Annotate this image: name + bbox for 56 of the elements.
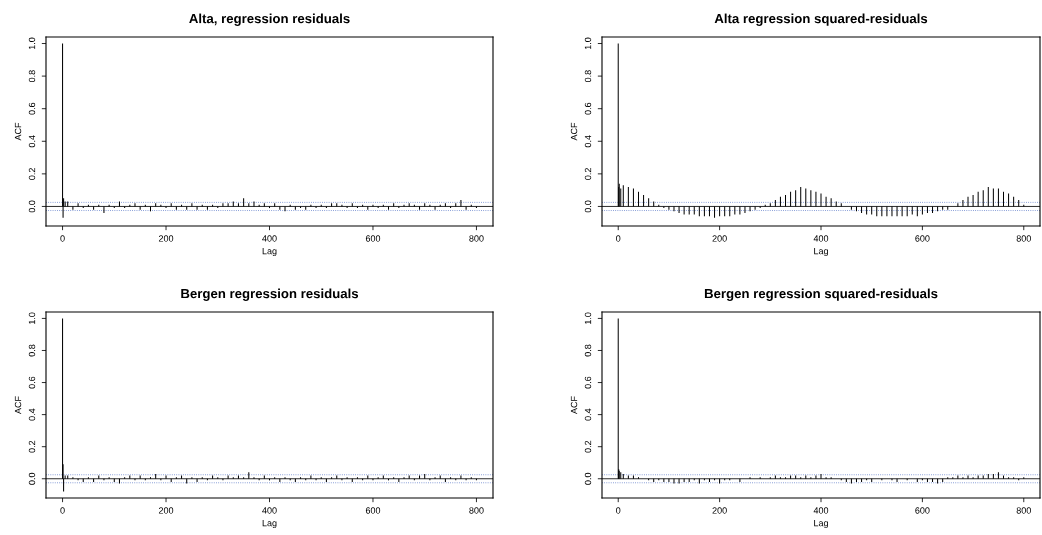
x-tick-label: 200 [712, 507, 727, 514]
y-tick-label: 0.0 [28, 472, 36, 485]
y-tick-label: 0.6 [584, 376, 592, 389]
x-axis-title: Lag [262, 519, 277, 529]
y-tick-label: 1.0 [584, 312, 592, 324]
x-tick-label: 200 [712, 235, 727, 242]
y-tick-label: 0.4 [584, 135, 592, 148]
y-tick-label: 0.2 [28, 168, 36, 180]
y-axis-title: ACF [570, 122, 578, 141]
y-tick-label: 0.6 [28, 376, 36, 389]
x-tick-label: 400 [262, 507, 277, 514]
x-tick-label: 600 [365, 507, 381, 514]
x-tick-label: 800 [1016, 235, 1031, 242]
y-tick-label: 1.0 [584, 37, 592, 50]
x-axis-title: Lag [814, 247, 828, 257]
y-tick-label: 0.4 [28, 408, 36, 421]
x-tick-label: 600 [915, 507, 930, 514]
y-tick-label: 0.6 [28, 102, 36, 115]
y-tick-label: 0.8 [28, 70, 36, 83]
chart-title: Bergen regression residuals [181, 288, 359, 301]
x-axis-title: Lag [262, 247, 277, 257]
y-tick-label: 0.0 [584, 472, 592, 485]
y-tick-label: 0.2 [584, 168, 592, 180]
y-tick-label: 0.0 [28, 200, 36, 213]
y-tick-label: 1.0 [28, 37, 36, 50]
y-axis-title: ACF [570, 396, 578, 415]
chart-title: Bergen regression squared-residuals [704, 288, 938, 301]
x-tick-label: 400 [262, 235, 277, 242]
x-tick-label: 400 [813, 235, 829, 242]
x-tick-label: 600 [915, 235, 930, 242]
x-axis-title: Lag [814, 519, 828, 529]
x-tick-label: 800 [469, 235, 484, 242]
y-tick-label: 0.4 [28, 135, 36, 148]
y-axis-title: ACF [14, 396, 22, 415]
y-tick-label: 0.8 [584, 70, 592, 83]
x-tick-label: 0 [60, 507, 65, 514]
chart-title: Alta regression squared-residuals [714, 13, 928, 26]
y-tick-label: 0.0 [584, 200, 592, 213]
y-tick-label: 0.8 [584, 344, 592, 357]
y-tick-label: 0.6 [584, 102, 592, 115]
y-tick-label: 0.4 [584, 408, 592, 421]
x-tick-label: 0 [616, 507, 621, 514]
x-tick-label: 200 [158, 235, 174, 242]
x-tick-label: 0 [60, 235, 65, 242]
y-tick-label: 1.0 [28, 312, 36, 324]
y-axis-title: ACF [14, 122, 22, 141]
x-tick-label: 800 [469, 507, 484, 514]
y-tick-label: 0.2 [584, 440, 592, 453]
x-tick-label: 600 [365, 235, 381, 242]
x-tick-label: 0 [616, 235, 621, 242]
y-tick-label: 0.2 [28, 440, 36, 453]
y-tick-label: 0.8 [28, 344, 36, 357]
x-tick-label: 400 [813, 507, 829, 514]
x-tick-label: 200 [158, 507, 174, 514]
x-tick-label: 800 [1016, 507, 1031, 514]
chart-title: Alta, regression residuals [189, 13, 350, 26]
